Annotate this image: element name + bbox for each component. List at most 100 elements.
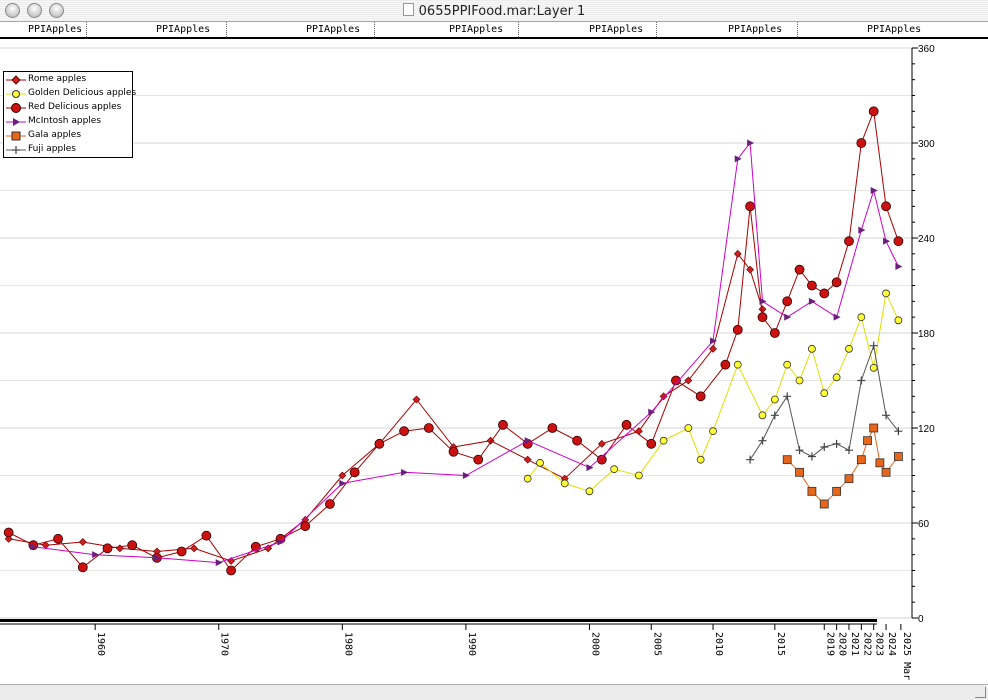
strip-divider	[374, 22, 375, 37]
red-delicious-marker	[176, 546, 187, 557]
legend-item-gala: Gala apples	[4, 129, 132, 143]
rome-marker	[4, 534, 13, 543]
gala-marker	[782, 455, 792, 465]
mcintosh-marker	[734, 155, 742, 163]
golden-delicious-marker	[610, 465, 619, 474]
mcintosh-marker	[759, 297, 767, 305]
gala-marker	[807, 486, 817, 496]
golden-delicious-marker	[783, 360, 792, 369]
x-axis-band	[0, 619, 877, 622]
gala-marker	[881, 467, 891, 477]
gala-marker	[894, 452, 903, 461]
gala-marker	[819, 499, 829, 509]
red-delicious-marker	[423, 423, 434, 433]
rome-marker	[523, 455, 532, 464]
y-tick-label: 180	[918, 329, 935, 340]
golden-delicious-marker	[709, 427, 717, 436]
rome-marker	[733, 249, 742, 258]
red-delicious-marker	[819, 288, 830, 299]
legend-item-fuji: Fuji apples	[4, 143, 132, 157]
series-line	[8, 252, 763, 562]
minimize-button[interactable]	[27, 3, 42, 18]
rome-marker	[190, 544, 198, 553]
red-delicious-marker	[572, 435, 583, 446]
golden-delicious-marker	[659, 436, 668, 445]
zoom-button[interactable]	[49, 3, 64, 18]
rome-marker	[412, 395, 421, 404]
fuji-marker	[894, 427, 903, 436]
rome-marker	[115, 544, 124, 553]
golden-delicious-marker	[857, 313, 866, 322]
red-delicious-marker	[201, 530, 212, 541]
strip-label: PPIApples	[28, 24, 83, 35]
fuji-marker	[746, 455, 755, 464]
mcintosh-marker	[710, 337, 718, 345]
golden-delicious-marker	[795, 376, 804, 385]
rome-marker	[709, 344, 717, 353]
golden-delicious-marker	[869, 363, 878, 372]
x-tick-label: 1990	[466, 632, 477, 656]
red-delicious-marker	[498, 419, 508, 430]
red-delicious-marker	[102, 543, 113, 554]
red-delicious-marker	[720, 359, 731, 370]
strip-divider	[656, 22, 657, 37]
red-delicious-marker	[732, 324, 743, 335]
red-delicious-marker	[547, 423, 558, 433]
window-title-text: 0655PPIFood.mar:Layer 1	[418, 4, 586, 19]
x-tick-label: 2022	[861, 632, 872, 656]
rome-marker	[227, 557, 236, 565]
golden-delicious-marker	[845, 344, 853, 353]
gala-marker	[856, 455, 866, 465]
red-delicious-marker	[646, 438, 657, 449]
legend-swatch-gala	[6, 131, 26, 141]
mcintosh-marker	[92, 551, 100, 559]
rome-marker	[78, 538, 87, 546]
legend-swatch-fuji	[6, 146, 26, 154]
gala-marker	[795, 467, 804, 477]
mcintosh-marker	[339, 479, 347, 487]
red-delicious-marker	[757, 312, 768, 323]
golden-delicious-marker	[634, 471, 643, 480]
red-delicious-marker	[127, 540, 138, 551]
legend-item-golden-delicious: Golden Delicious apples	[4, 87, 136, 101]
strip-label: PPIApples	[589, 24, 644, 35]
rome-marker	[634, 427, 643, 436]
strip-label: PPIApples	[449, 24, 504, 35]
strip-label: PPIApples	[728, 24, 783, 35]
fuji-marker	[795, 446, 804, 455]
red-delicious-marker	[448, 446, 459, 457]
gala-marker	[844, 474, 854, 484]
golden-delicious-marker	[523, 474, 532, 483]
fuji-marker	[820, 443, 829, 451]
red-delicious-marker	[596, 454, 607, 465]
legend-swatch-golden-delicious	[6, 90, 26, 98]
series-label-strip: PPIApples PPIApples PPIApples PPIApples …	[0, 22, 988, 39]
red-delicious-marker	[473, 454, 484, 465]
mcintosh-marker	[401, 468, 409, 476]
mcintosh-marker	[277, 538, 285, 546]
gala-marker	[875, 458, 885, 468]
red-delicious-marker	[349, 467, 360, 478]
golden-delicious-marker	[882, 289, 890, 298]
red-delicious-marker	[782, 296, 793, 307]
x-tick-label: 1980	[342, 632, 353, 656]
x-tick-label: 1970	[219, 632, 230, 656]
red-delicious-marker	[893, 236, 904, 247]
window-titlebar: 0655PPIFood.mar:Layer 1	[0, 0, 988, 22]
fuji-marker	[844, 446, 853, 455]
red-delicious-marker	[807, 280, 817, 291]
red-delicious-marker	[856, 138, 867, 148]
resize-grip-icon[interactable]	[975, 687, 986, 698]
golden-delicious-marker	[808, 344, 816, 353]
close-button[interactable]	[5, 3, 20, 18]
y-tick-label: 60	[918, 519, 930, 530]
red-delicious-marker	[868, 106, 879, 117]
golden-delicious-marker	[684, 424, 693, 432]
rome-marker	[758, 305, 767, 314]
golden-delicious-marker	[832, 373, 841, 382]
red-delicious-marker	[53, 533, 63, 544]
red-delicious-marker	[769, 328, 780, 338]
mcintosh-marker	[153, 554, 161, 562]
window-bottom-bar	[0, 684, 988, 700]
golden-delicious-marker	[696, 455, 705, 464]
